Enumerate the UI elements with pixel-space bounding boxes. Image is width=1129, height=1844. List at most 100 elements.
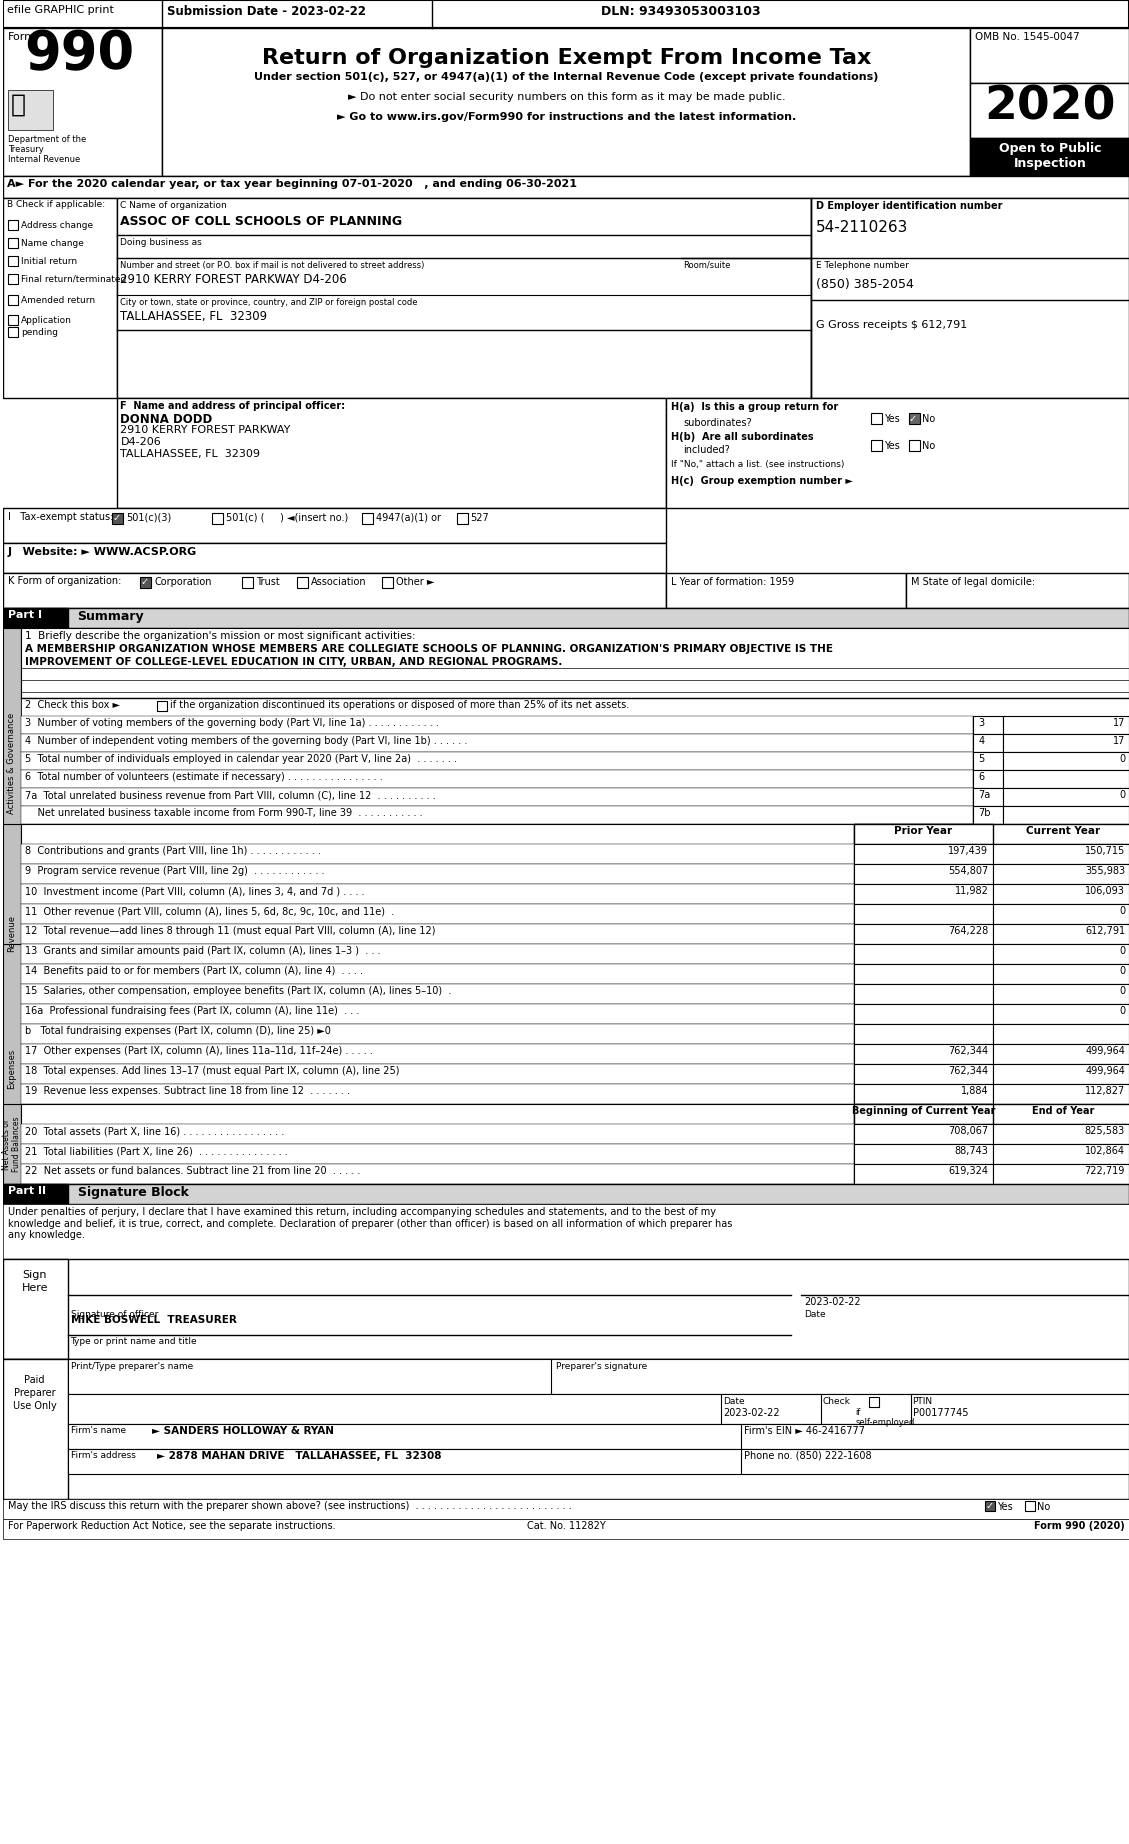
Text: 17: 17	[1113, 736, 1124, 747]
Bar	[994, 1164, 1129, 1184]
Text: 762,344: 762,344	[948, 1046, 988, 1057]
Text: D4-206: D4-206	[121, 437, 161, 446]
Bar	[854, 904, 994, 924]
Bar	[1004, 734, 1129, 752]
Bar	[68, 1394, 1129, 1424]
Text: 6  Total number of volunteers (estimate if necessary) . . . . . . . . . . . . . : 6 Total number of volunteers (estimate i…	[25, 773, 383, 782]
Text: Treasury: Treasury	[8, 146, 43, 155]
Bar	[456, 513, 467, 524]
Text: I   Tax-exempt status:: I Tax-exempt status:	[8, 513, 113, 522]
Bar	[870, 441, 882, 452]
Text: Submission Date - 2023-02-22: Submission Date - 2023-02-22	[167, 6, 366, 18]
Text: Return of Organization Exempt From Income Tax: Return of Organization Exempt From Incom…	[262, 48, 872, 68]
Bar	[20, 715, 973, 734]
Text: 17  Other expenses (Part IX, column (A), lines 11a–11d, 11f–24e) . . . . .: 17 Other expenses (Part IX, column (A), …	[25, 1046, 373, 1057]
Text: Sign: Sign	[23, 1271, 47, 1280]
Text: if
self-employed: if self-employed	[856, 1409, 914, 1427]
Text: Date: Date	[804, 1309, 825, 1318]
Bar	[854, 1084, 994, 1105]
Text: 14  Benefits paid to or for members (Part IX, column (A), line 4)  . . . .: 14 Benefits paid to or for members (Part…	[25, 966, 362, 975]
Bar	[1004, 715, 1129, 734]
Text: 1,884: 1,884	[961, 1086, 988, 1095]
Bar	[2, 28, 163, 175]
Text: Final return/terminated: Final return/terminated	[20, 275, 126, 284]
Bar	[20, 1023, 854, 1044]
Bar	[811, 197, 1129, 398]
Bar	[2, 28, 1129, 175]
Text: 11,982: 11,982	[954, 885, 988, 896]
Text: K Form of organization:: K Form of organization:	[8, 575, 121, 586]
Text: Trust: Trust	[256, 577, 280, 586]
Text: 2023-02-22: 2023-02-22	[723, 1409, 780, 1418]
Text: pending: pending	[20, 328, 58, 337]
Text: City or town, state or province, country, and ZIP or foreign postal code: City or town, state or province, country…	[121, 299, 418, 306]
Text: Name change: Name change	[20, 240, 84, 247]
Text: 3: 3	[979, 717, 984, 728]
Bar	[20, 1003, 854, 1023]
Text: PTIN: PTIN	[912, 1398, 933, 1405]
Text: G Gross receipts $ 612,791: G Gross receipts $ 612,791	[816, 321, 968, 330]
Text: Internal Revenue: Internal Revenue	[8, 155, 80, 164]
Bar	[2, 1259, 1129, 1359]
Text: 🦅: 🦅	[10, 92, 26, 116]
Text: 15  Salaries, other compensation, employee benefits (Part IX, column (A), lines : 15 Salaries, other compensation, employe…	[25, 987, 452, 996]
Text: ► Do not enter social security numbers on this form as it may be made public.: ► Do not enter social security numbers o…	[348, 92, 785, 101]
Bar	[854, 824, 1129, 845]
Text: J   Website: ► WWW.ACSP.ORG: J Website: ► WWW.ACSP.ORG	[8, 548, 196, 557]
Text: Cat. No. 11282Y: Cat. No. 11282Y	[527, 1521, 606, 1531]
Text: Doing business as: Doing business as	[121, 238, 202, 247]
Text: 88,743: 88,743	[954, 1145, 988, 1156]
Text: Current Year: Current Year	[1026, 826, 1101, 835]
Text: 16a  Professional fundraising fees (Part IX, column (A), line 11e)  . . .: 16a Professional fundraising fees (Part …	[25, 1007, 359, 1016]
Bar	[140, 577, 151, 588]
Text: ► SANDERS HOLLOWAY & RYAN: ► SANDERS HOLLOWAY & RYAN	[152, 1425, 334, 1436]
Text: 12  Total revenue—add lines 8 through 11 (must equal Part VIII, column (A), line: 12 Total revenue—add lines 8 through 11 …	[25, 926, 435, 937]
Bar	[1004, 771, 1129, 787]
Bar	[8, 275, 18, 284]
Text: 9  Program service revenue (Part VIII, line 2g)  . . . . . . . . . . . .: 9 Program service revenue (Part VIII, li…	[25, 867, 324, 876]
Bar	[20, 1064, 854, 1084]
Bar	[20, 985, 854, 1003]
Text: 17: 17	[1113, 717, 1124, 728]
Text: if the organization discontinued its operations or disposed of more than 25% of : if the organization discontinued its ope…	[170, 701, 630, 710]
Text: 355,983: 355,983	[1085, 867, 1124, 876]
Bar	[854, 1064, 994, 1084]
Bar	[994, 1003, 1129, 1023]
Text: Under section 501(c), 527, or 4947(a)(1) of the Internal Revenue Code (except pr: Under section 501(c), 527, or 4947(a)(1)…	[254, 72, 878, 81]
Text: 2023-02-22: 2023-02-22	[804, 1296, 860, 1307]
Bar	[117, 197, 811, 398]
Text: efile GRAPHIC print: efile GRAPHIC print	[7, 6, 114, 15]
Text: 21  Total liabilities (Part X, line 26)  . . . . . . . . . . . . . . .: 21 Total liabilities (Part X, line 26) .…	[25, 1145, 288, 1156]
Text: May the IRS discuss this return with the preparer shown above? (see instructions: May the IRS discuss this return with the…	[8, 1501, 571, 1510]
Text: 3  Number of voting members of the governing body (Part VI, line 1a) . . . . . .: 3 Number of voting members of the govern…	[25, 717, 438, 728]
Bar	[666, 398, 1129, 507]
Text: 7a: 7a	[979, 789, 990, 800]
Bar	[2, 1499, 1129, 1519]
Bar	[994, 845, 1129, 865]
Bar	[2, 944, 20, 1195]
Text: 722,719: 722,719	[1085, 1165, 1124, 1176]
Bar	[854, 845, 994, 865]
Bar	[2, 1519, 1129, 1540]
Bar	[113, 513, 123, 524]
Text: 197,439: 197,439	[948, 846, 988, 856]
Bar	[20, 824, 1129, 845]
Bar	[2, 573, 666, 609]
Bar	[868, 1398, 878, 1407]
Text: Here: Here	[21, 1283, 47, 1293]
Bar	[2, 1204, 1129, 1259]
Bar	[8, 238, 18, 247]
Text: 708,067: 708,067	[948, 1127, 988, 1136]
Text: 2020: 2020	[984, 85, 1115, 129]
Bar	[994, 1064, 1129, 1084]
Bar	[20, 1125, 854, 1143]
Text: H(b)  Are all subordinates: H(b) Are all subordinates	[671, 431, 814, 443]
Text: A► For the 2020 calendar year, or tax year beginning 07-01-2020   , and ending 0: A► For the 2020 calendar year, or tax ye…	[7, 179, 577, 188]
Bar	[2, 629, 20, 898]
Text: D Employer identification number: D Employer identification number	[816, 201, 1003, 210]
Text: 2  Check this box ►: 2 Check this box ►	[25, 701, 120, 710]
Text: Check: Check	[823, 1398, 850, 1405]
Text: Activities & Governance: Activities & Governance	[7, 712, 16, 813]
Bar	[8, 219, 18, 230]
Text: 19  Revenue less expenses. Subtract line 18 from line 12  . . . . . . .: 19 Revenue less expenses. Subtract line …	[25, 1086, 350, 1095]
